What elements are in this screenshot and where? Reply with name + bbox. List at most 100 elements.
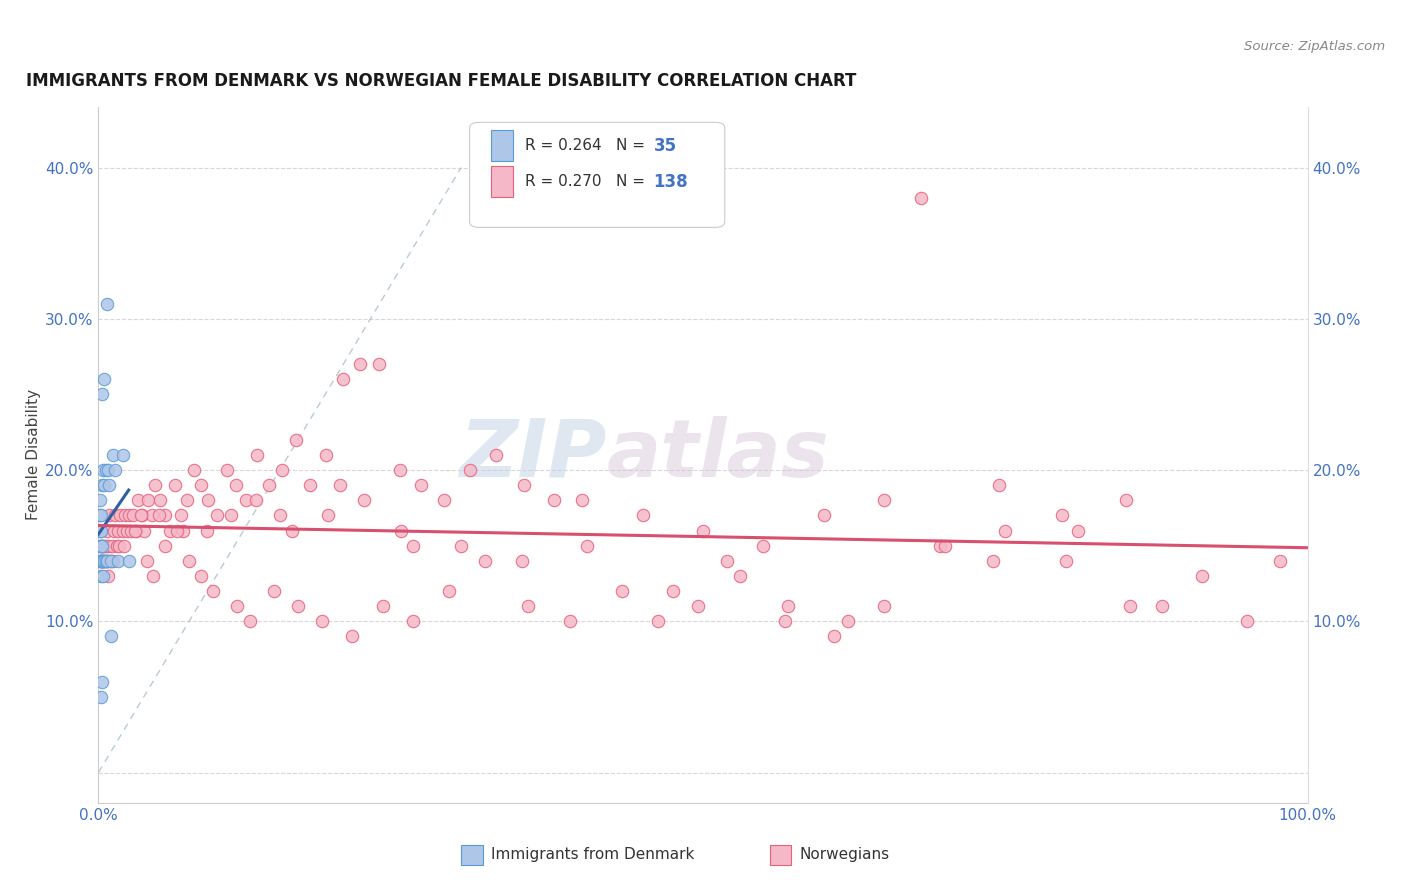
Point (142, 569, 165, 583)
Point (607, 191, 630, 205)
Point (910, 191, 932, 205)
Point (91, 478, 114, 492)
Point (1067, 524, 1090, 538)
Point (813, 508, 835, 523)
Point (837, 615, 859, 629)
Point (402, 539, 425, 553)
Point (1191, 569, 1213, 583)
Point (752, 539, 775, 553)
Point (172, 524, 194, 538)
Point (1236, 615, 1258, 629)
Point (101, 448, 124, 462)
Point (631, 508, 654, 523)
Point (287, 599, 309, 614)
Point (166, 524, 188, 538)
Point (368, 357, 391, 371)
Point (205, 508, 228, 523)
Point (371, 599, 394, 614)
Point (90, 554, 112, 568)
Point (135, 554, 157, 568)
Point (988, 478, 1011, 492)
Point (97, 569, 120, 583)
Point (91, 569, 114, 583)
Point (197, 493, 219, 508)
Bar (492, 166, 513, 197)
Bar (492, 130, 513, 161)
Point (89, 493, 111, 508)
Point (100, 629, 122, 643)
Point (195, 524, 218, 538)
Text: R = 0.270: R = 0.270 (526, 174, 602, 189)
Point (94, 554, 117, 568)
Point (141, 508, 163, 523)
Point (107, 554, 129, 568)
Point (688, 599, 710, 614)
Point (311, 615, 333, 629)
Point (299, 478, 322, 492)
Point (1050, 508, 1073, 523)
Text: IMMIGRANTS FROM DENMARK VS NORWEGIAN FEMALE DISABILITY CORRELATION CHART: IMMIGRANTS FROM DENMARK VS NORWEGIAN FEM… (25, 72, 856, 90)
Point (513, 478, 536, 492)
Point (994, 524, 1017, 538)
Point (485, 448, 508, 462)
Point (610, 584, 633, 599)
Point (284, 433, 307, 447)
Point (118, 554, 141, 568)
Y-axis label: Female Disability: Female Disability (27, 389, 41, 521)
Point (89, 508, 111, 523)
Point (89, 539, 111, 553)
Point (93, 554, 115, 568)
Point (1268, 554, 1291, 568)
Text: Immigrants from Denmark: Immigrants from Denmark (492, 847, 695, 863)
Text: 138: 138 (654, 173, 688, 191)
Text: R = 0.264: R = 0.264 (526, 138, 602, 153)
Point (873, 599, 896, 614)
Point (127, 493, 149, 508)
Point (122, 508, 145, 523)
Point (329, 478, 352, 492)
Point (934, 539, 956, 553)
Point (246, 448, 269, 462)
Point (98, 478, 121, 492)
Point (90, 690, 112, 704)
Point (108, 508, 131, 523)
Point (90, 524, 112, 538)
Point (124, 524, 146, 538)
Point (450, 539, 472, 553)
Point (101, 554, 124, 568)
Point (571, 493, 593, 508)
Text: Norwegians: Norwegians (800, 847, 890, 863)
Point (91, 539, 114, 553)
Point (773, 615, 796, 629)
Point (89, 524, 111, 538)
Point (257, 478, 280, 492)
Point (98, 554, 121, 568)
Point (100, 539, 122, 553)
Point (1115, 493, 1137, 508)
Point (111, 524, 134, 538)
Point (269, 508, 291, 523)
Point (91, 554, 114, 568)
Text: ZIP: ZIP (458, 416, 606, 494)
Point (90, 539, 112, 553)
Point (118, 508, 141, 523)
Point (263, 584, 285, 599)
Point (91, 554, 114, 568)
Text: N =: N = (616, 138, 650, 153)
Point (225, 478, 247, 492)
Point (202, 584, 225, 599)
Point (96, 554, 118, 568)
Point (342, 629, 364, 643)
Point (143, 478, 166, 492)
Point (776, 599, 799, 614)
Point (163, 478, 186, 492)
Point (125, 524, 148, 538)
Point (516, 599, 538, 614)
Bar (769, 845, 792, 865)
Point (647, 615, 669, 629)
Point (91, 539, 114, 553)
Point (402, 615, 425, 629)
Point (89, 554, 111, 568)
Point (1119, 599, 1142, 614)
Point (169, 508, 191, 523)
